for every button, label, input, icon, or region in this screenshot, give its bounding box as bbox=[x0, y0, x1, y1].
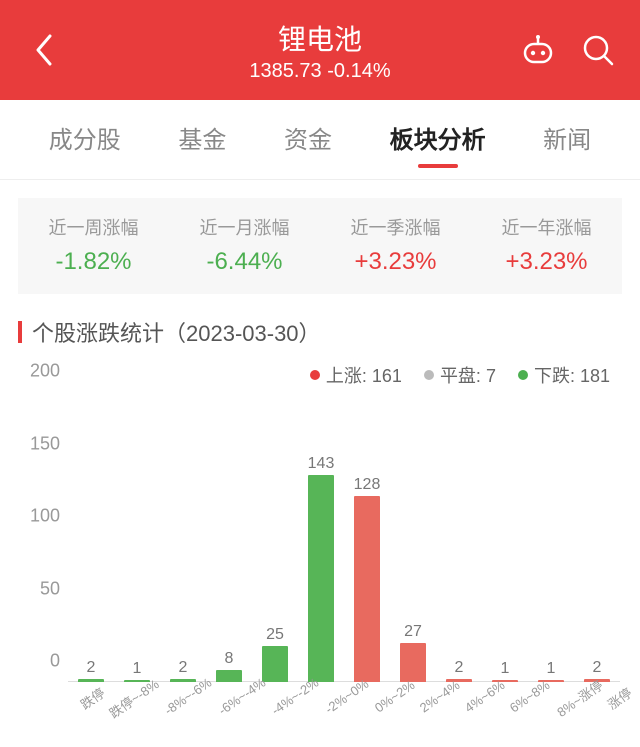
stat-label: 近一年涨幅 bbox=[471, 214, 622, 240]
legend-item-2: 下跌: 181 bbox=[518, 362, 610, 388]
plot-area: 212825143128272112 bbox=[68, 392, 620, 682]
bar-col-0: 2 bbox=[68, 392, 114, 682]
distribution-chart: 050100150200 212825143128272112 跌停跌停~-8%… bbox=[18, 392, 630, 742]
tab-bar: 成分股 基金 资金 板块分析 新闻 bbox=[0, 100, 640, 180]
bar-value-label: 25 bbox=[266, 626, 284, 644]
tab-4[interactable]: 新闻 bbox=[543, 120, 591, 167]
bar bbox=[262, 646, 288, 682]
assistant-button[interactable] bbox=[520, 32, 556, 68]
header-actions bbox=[520, 32, 616, 68]
period-stat-1[interactable]: 近一月涨幅 -6.44% bbox=[169, 214, 320, 276]
search-icon bbox=[580, 32, 616, 68]
tab-1[interactable]: 基金 bbox=[178, 120, 226, 167]
legend-label: 下跌: 181 bbox=[534, 362, 610, 388]
legend-dot bbox=[518, 370, 528, 380]
bar-value-label: 1 bbox=[501, 660, 510, 678]
page-title: 锂电池 bbox=[249, 18, 390, 58]
bar-col-11: 2 bbox=[574, 392, 620, 682]
bar-col-6: 128 bbox=[344, 392, 390, 682]
bar-col-2: 2 bbox=[160, 392, 206, 682]
period-stats: 近一周涨幅-1.82%近一月涨幅-6.44%近一季涨幅+3.23%近一年涨幅+3… bbox=[18, 198, 622, 294]
bar-col-10: 1 bbox=[528, 392, 574, 682]
bar-col-1: 1 bbox=[114, 392, 160, 682]
tab-2[interactable]: 资金 bbox=[284, 120, 332, 167]
stat-value: +3.23% bbox=[320, 248, 471, 276]
chevron-left-icon bbox=[34, 34, 54, 66]
bar-value-label: 1 bbox=[547, 660, 556, 678]
y-tick: 200 bbox=[30, 361, 60, 382]
x-axis-labels: 跌停跌停~-8%-8%~-6%-6%~-4%-4%~-2%-2%~0%0%~2%… bbox=[68, 682, 620, 742]
tab-3[interactable]: 板块分析 bbox=[390, 120, 486, 167]
price-line: 1385.73 -0.14% bbox=[249, 60, 390, 83]
legend-item-1: 平盘: 7 bbox=[424, 362, 496, 388]
bar-col-5: 143 bbox=[298, 392, 344, 682]
y-tick: 150 bbox=[30, 433, 60, 454]
legend-item-0: 上涨: 161 bbox=[310, 362, 402, 388]
section-title-text: 个股涨跌统计（2023-03-30） bbox=[32, 316, 321, 348]
legend-label: 平盘: 7 bbox=[440, 362, 496, 388]
header-bar: 锂电池 1385.73 -0.14% bbox=[0, 0, 640, 100]
legend-dot bbox=[310, 370, 320, 380]
y-tick: 100 bbox=[30, 506, 60, 527]
y-tick: 50 bbox=[40, 578, 60, 599]
period-stat-2[interactable]: 近一季涨幅 +3.23% bbox=[320, 214, 471, 276]
search-button[interactable] bbox=[580, 32, 616, 68]
legend-dot bbox=[424, 370, 434, 380]
bar-col-8: 2 bbox=[436, 392, 482, 682]
y-axis: 050100150200 bbox=[18, 392, 68, 682]
back-button[interactable] bbox=[24, 30, 64, 70]
title-block: 锂电池 1385.73 -0.14% bbox=[249, 18, 390, 83]
bar-value-label: 8 bbox=[225, 650, 234, 668]
bars-container: 212825143128272112 bbox=[68, 392, 620, 682]
period-stat-3[interactable]: 近一年涨幅 +3.23% bbox=[471, 214, 622, 276]
stat-value: +3.23% bbox=[471, 248, 622, 276]
stat-label: 近一周涨幅 bbox=[18, 214, 169, 240]
bar-col-4: 25 bbox=[252, 392, 298, 682]
robot-icon bbox=[520, 32, 556, 68]
stat-label: 近一月涨幅 bbox=[169, 214, 320, 240]
price-change: -0.14% bbox=[327, 60, 390, 82]
period-stat-0[interactable]: 近一周涨幅 -1.82% bbox=[18, 214, 169, 276]
bar-col-3: 8 bbox=[206, 392, 252, 682]
chart-legend: 上涨: 161 平盘: 7 下跌: 181 bbox=[0, 356, 640, 392]
y-tick: 0 bbox=[50, 651, 60, 672]
stat-value: -6.44% bbox=[169, 248, 320, 276]
price-value: 1385.73 bbox=[249, 60, 321, 82]
bar-value-label: 128 bbox=[354, 476, 381, 494]
section-heading: 个股涨跌统计（2023-03-30） bbox=[0, 294, 640, 356]
bar bbox=[308, 475, 334, 682]
stat-value: -1.82% bbox=[18, 248, 169, 276]
bar-value-label: 2 bbox=[179, 659, 188, 677]
bar-col-9: 1 bbox=[482, 392, 528, 682]
bar-value-label: 143 bbox=[308, 455, 335, 473]
stat-label: 近一季涨幅 bbox=[320, 214, 471, 240]
legend-label: 上涨: 161 bbox=[326, 362, 402, 388]
tab-0[interactable]: 成分股 bbox=[49, 120, 121, 167]
bar-value-label: 2 bbox=[455, 659, 464, 677]
bar-value-label: 27 bbox=[404, 623, 422, 641]
bar-col-7: 27 bbox=[390, 392, 436, 682]
bar bbox=[354, 496, 380, 682]
